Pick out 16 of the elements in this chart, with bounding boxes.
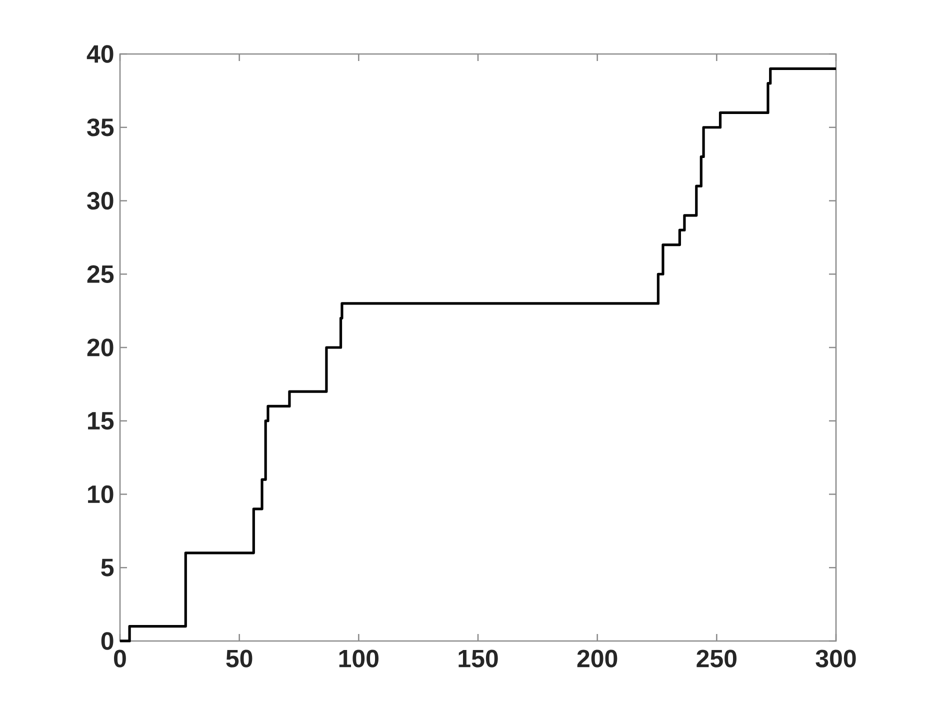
- y-tick-label: 10: [88, 485, 114, 504]
- y-tick-label: 0: [101, 632, 114, 650]
- y-tick-label: 25: [87, 265, 114, 283]
- x-tick-label: 300: [816, 650, 856, 668]
- x-tick-label: 150: [458, 650, 498, 668]
- y-tick-label: 35: [87, 118, 114, 136]
- x-tick-label: 250: [696, 650, 736, 668]
- x-tick-label: 50: [226, 650, 252, 668]
- y-tick-label: 30: [87, 192, 114, 210]
- y-tick-label: 5: [101, 558, 114, 576]
- x-tick-label: 0: [114, 650, 126, 668]
- y-tick-label: 15: [88, 412, 114, 430]
- y-tick-label: 20: [87, 338, 114, 356]
- x-tick-label: 200: [577, 650, 618, 668]
- x-tick-label: 100: [339, 650, 378, 668]
- y-tick-label: 40: [86, 45, 114, 63]
